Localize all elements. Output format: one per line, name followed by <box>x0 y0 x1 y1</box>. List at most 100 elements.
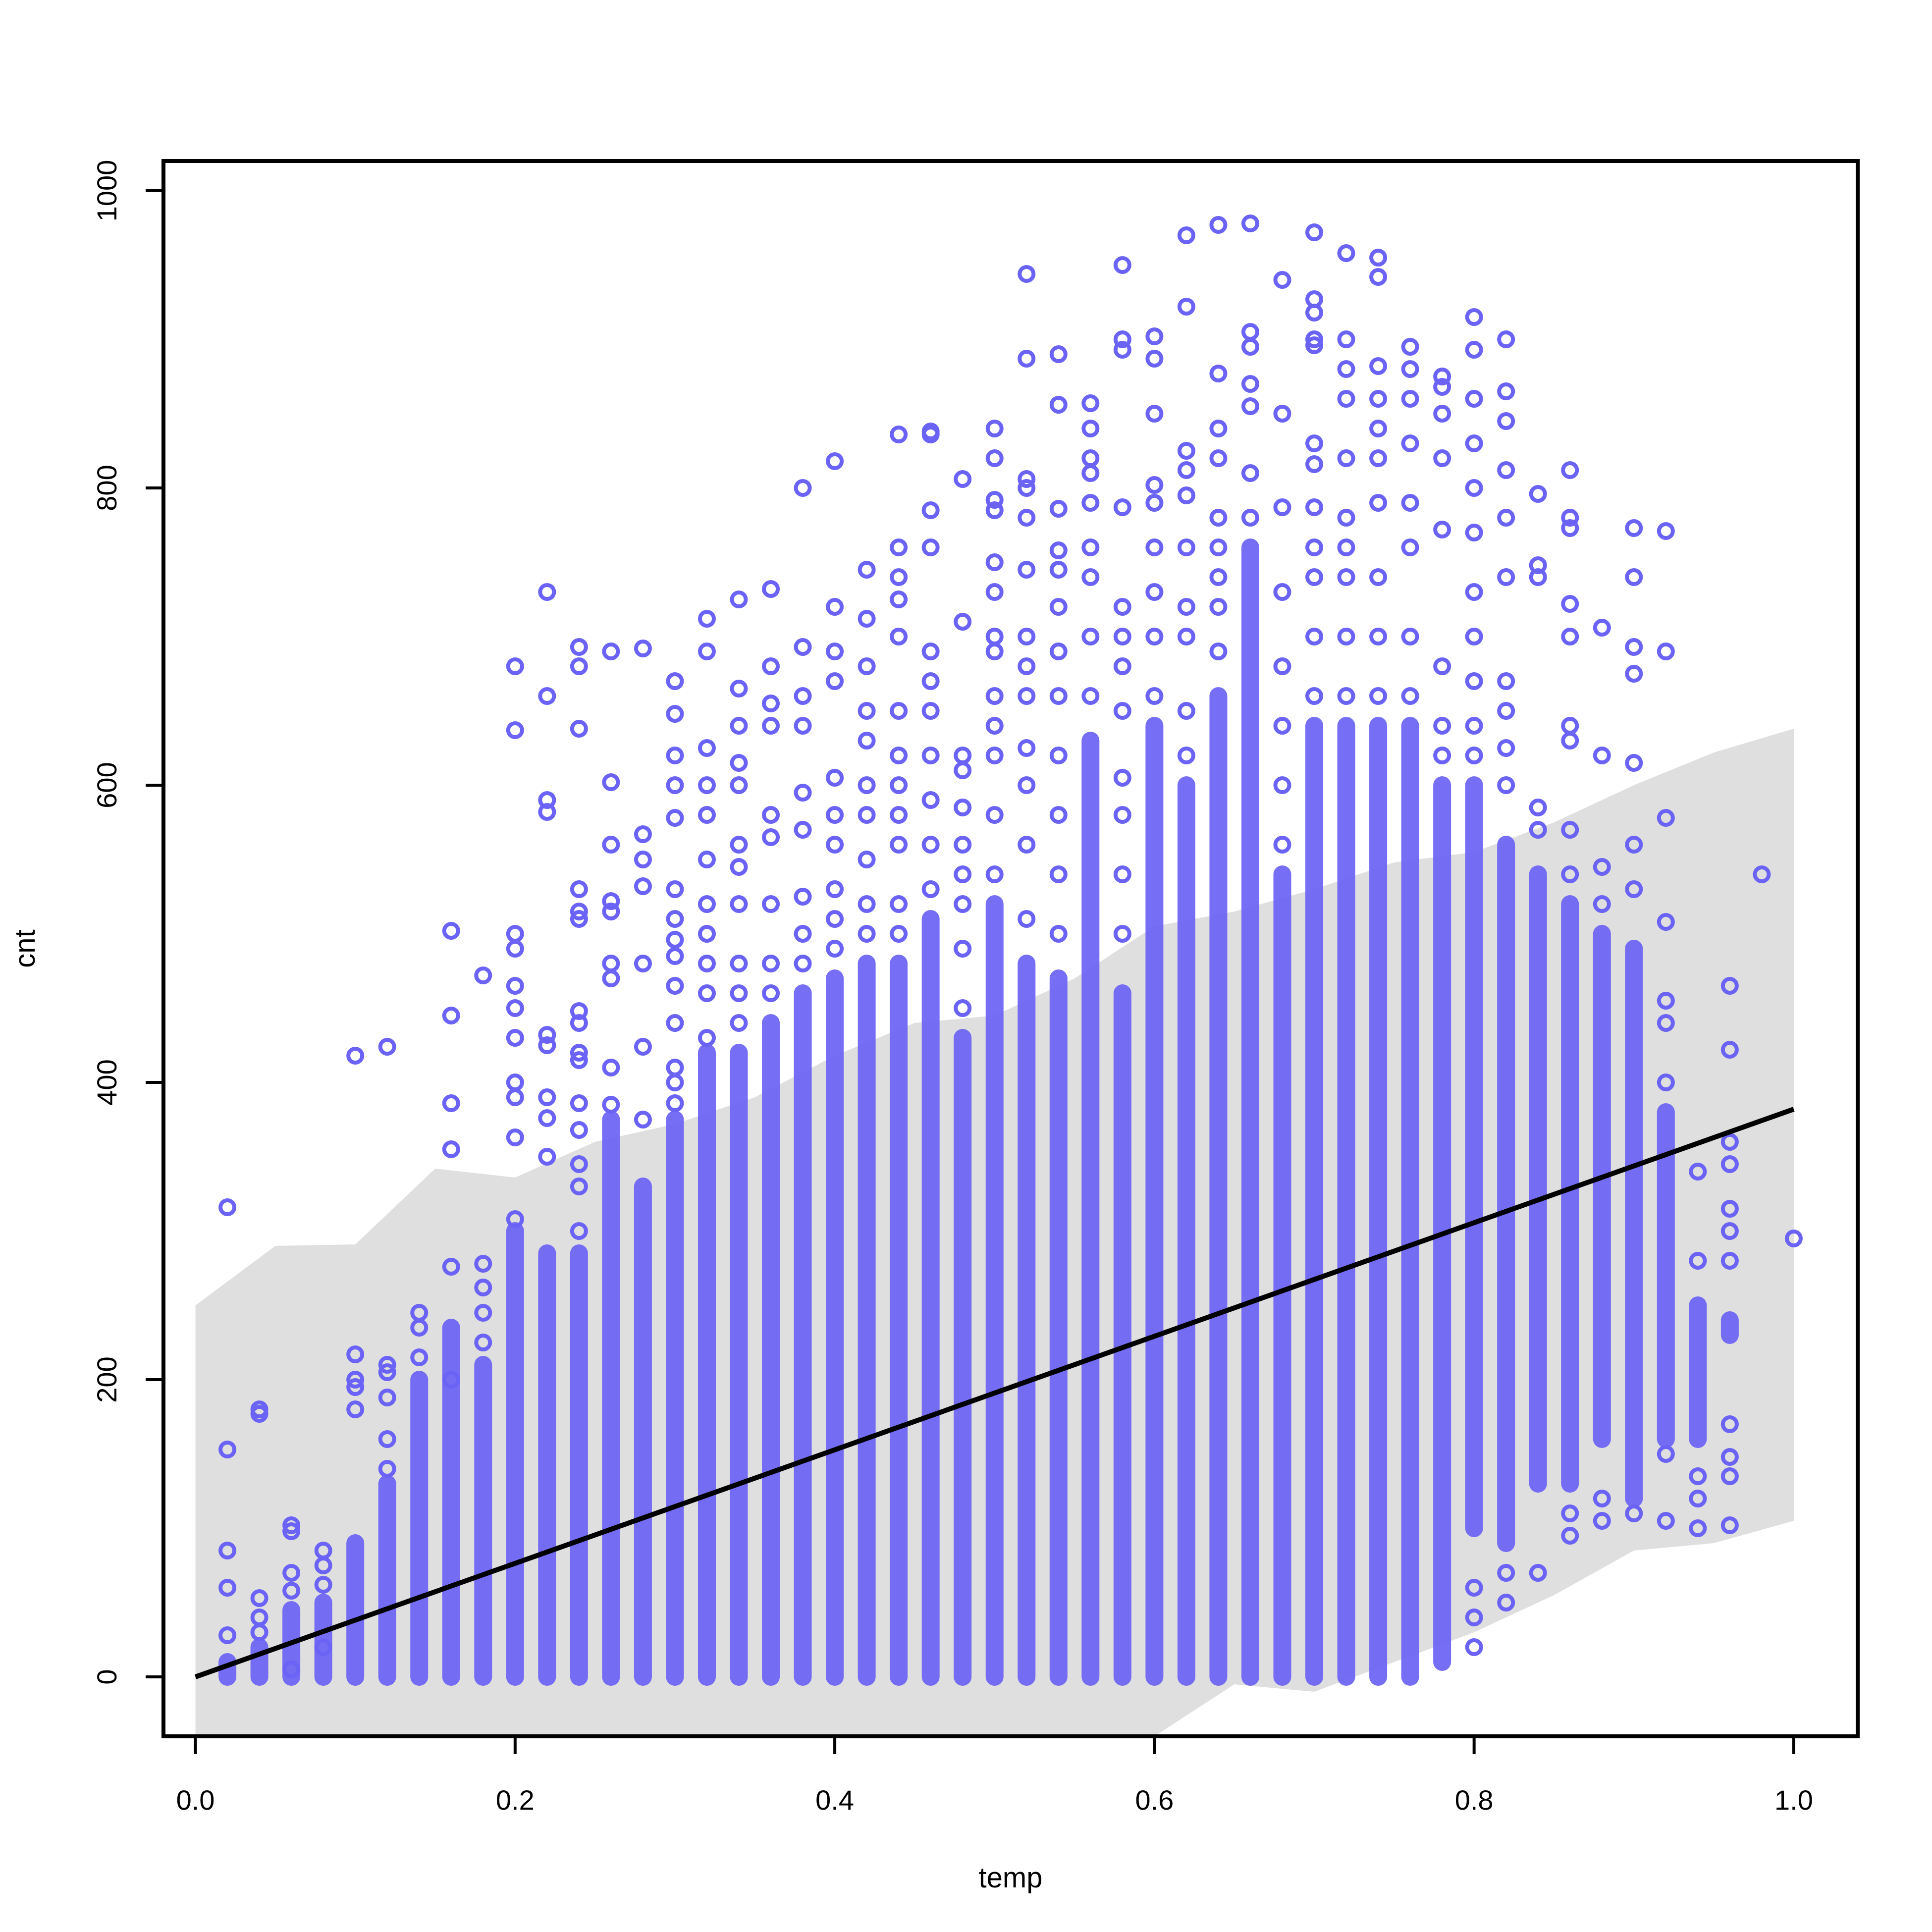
data-point <box>1497 330 1515 348</box>
data-point <box>1081 449 1100 467</box>
data-point <box>762 657 780 675</box>
data-point <box>1561 1504 1579 1522</box>
data-point <box>1625 1504 1643 1522</box>
data-point <box>794 955 812 972</box>
data-point <box>1113 865 1131 883</box>
data-point <box>1241 509 1259 527</box>
data-point <box>506 999 524 1017</box>
data-point <box>1720 1516 1739 1534</box>
data-point <box>602 903 620 920</box>
data-point <box>570 1094 588 1112</box>
data-point <box>346 1345 365 1363</box>
data-point <box>346 1371 365 1389</box>
data-point <box>1625 638 1643 656</box>
data-point <box>250 1589 268 1607</box>
data-point <box>1497 702 1515 720</box>
data-point <box>570 657 588 675</box>
data-point <box>1433 657 1451 675</box>
data-point <box>1049 598 1068 616</box>
data-point <box>1561 717 1579 735</box>
data-point <box>1049 561 1068 579</box>
data-point <box>282 1522 301 1540</box>
dense-columns-layer <box>218 538 1739 1686</box>
data-point <box>762 984 780 1002</box>
data-point <box>826 672 844 690</box>
data-point <box>762 580 780 598</box>
data-point <box>1465 434 1483 452</box>
data-point <box>1145 538 1164 556</box>
data-point <box>666 880 684 898</box>
data-point <box>1369 268 1388 286</box>
data-point <box>666 931 684 949</box>
data-point <box>794 717 812 735</box>
data-point <box>1497 1594 1515 1611</box>
data-point <box>954 799 972 816</box>
data-point <box>794 888 812 906</box>
data-point <box>1465 1638 1483 1656</box>
data-point <box>1593 747 1611 764</box>
data-point <box>602 1059 620 1076</box>
data-point <box>1273 405 1291 423</box>
data-point <box>538 791 556 809</box>
data-point <box>1720 977 1739 995</box>
data-point <box>1018 265 1036 283</box>
data-point <box>1465 1609 1483 1626</box>
data-point <box>1145 628 1164 645</box>
data-point <box>1273 657 1291 675</box>
data-point <box>1273 498 1291 516</box>
data-point <box>1305 568 1324 586</box>
data-point <box>1241 338 1259 356</box>
data-point <box>1497 509 1515 527</box>
data-point <box>1209 568 1228 586</box>
data-point <box>1561 461 1579 479</box>
data-point <box>1305 290 1324 308</box>
data-point <box>1081 464 1100 482</box>
data-point <box>794 638 812 656</box>
data-point <box>1465 583 1483 601</box>
data-point <box>858 895 876 913</box>
data-point <box>1369 420 1388 437</box>
data-point <box>666 977 684 995</box>
data-point <box>1689 1519 1707 1537</box>
data-point <box>890 590 908 608</box>
data-point <box>826 806 844 824</box>
data-point <box>1049 687 1068 705</box>
data-point <box>538 583 556 601</box>
data-point <box>1113 256 1131 274</box>
data-point <box>1018 776 1036 794</box>
data-point <box>1625 880 1643 898</box>
data-point <box>826 910 844 928</box>
data-point <box>1593 895 1611 913</box>
data-point <box>858 657 876 675</box>
data-point <box>1593 1512 1611 1530</box>
data-point <box>1657 643 1675 660</box>
data-point <box>1049 925 1068 943</box>
data-point <box>506 657 524 675</box>
data-point <box>1305 434 1324 452</box>
data-point <box>698 806 716 824</box>
data-point <box>474 1304 492 1322</box>
data-point <box>1049 643 1068 660</box>
data-point <box>1529 556 1547 574</box>
data-point <box>538 1026 556 1044</box>
data-point <box>570 1178 588 1195</box>
data-point <box>538 1148 556 1166</box>
data-point <box>602 836 620 854</box>
data-point <box>1433 405 1451 423</box>
data-point <box>1465 479 1483 497</box>
data-point <box>858 851 876 868</box>
data-point <box>890 776 908 794</box>
data-point <box>826 598 844 616</box>
data-point <box>538 1109 556 1127</box>
data-point <box>954 836 972 854</box>
data-point <box>314 1576 332 1594</box>
data-point <box>570 1222 588 1240</box>
data-point <box>1561 595 1579 613</box>
data-point <box>1209 509 1228 527</box>
data-point <box>1113 806 1131 824</box>
data-point <box>1305 223 1324 241</box>
data-point <box>826 940 844 958</box>
data-point <box>634 825 652 843</box>
data-point <box>1369 390 1388 408</box>
